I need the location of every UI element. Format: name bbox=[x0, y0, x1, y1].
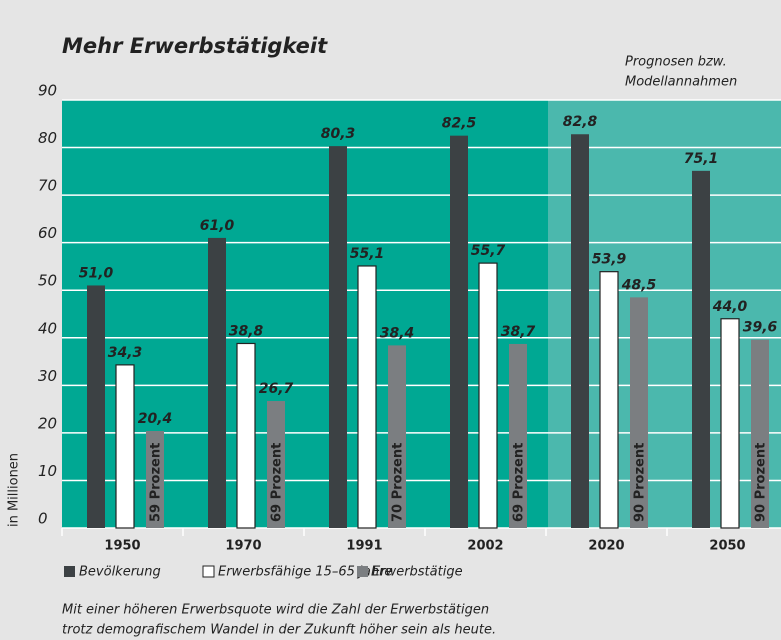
data-label: 55,7 bbox=[471, 243, 506, 259]
bar-annotation: 59 Prozent bbox=[149, 443, 164, 522]
y-tick-label: 40 bbox=[38, 319, 57, 337]
data-label: 51,0 bbox=[79, 265, 114, 281]
data-label: 44,0 bbox=[712, 299, 748, 315]
bar bbox=[599, 271, 619, 529]
y-tick-label: 30 bbox=[38, 367, 57, 385]
data-label: 20,4 bbox=[138, 411, 173, 427]
caption: Mit einer höheren Erwerbsquote wird die … bbox=[62, 603, 489, 618]
note: Prognosen bzw. bbox=[625, 55, 727, 70]
legend-label: Erwerbstätige bbox=[372, 565, 463, 580]
bar bbox=[720, 318, 740, 529]
note: Modellannahmen bbox=[625, 75, 737, 90]
y-tick-label: 20 bbox=[38, 414, 57, 432]
data-label: 75,1 bbox=[684, 151, 719, 167]
data-label: 38,7 bbox=[501, 324, 536, 340]
y-tick-label: 10 bbox=[38, 462, 57, 480]
bar-annotation: 69 Prozent bbox=[270, 443, 285, 522]
data-label: 55,1 bbox=[350, 246, 385, 262]
y-axis-label: in Millionen bbox=[7, 453, 22, 527]
chart-title: Mehr Erwerbstätigkeit bbox=[62, 34, 328, 58]
caption: trotz demografischem Wandel in der Zukun… bbox=[62, 623, 496, 638]
y-tick-label: 60 bbox=[38, 224, 57, 242]
data-label: 39,6 bbox=[743, 320, 778, 336]
bar bbox=[478, 262, 498, 529]
bar-annotation: 70 Prozent bbox=[391, 443, 406, 522]
legend-swatch bbox=[64, 566, 75, 577]
bar bbox=[357, 265, 377, 529]
bar bbox=[329, 146, 347, 528]
bar bbox=[450, 135, 468, 528]
x-tick-label: 1970 bbox=[225, 539, 261, 554]
y-tick-label: 90 bbox=[38, 82, 57, 100]
bar bbox=[236, 342, 256, 529]
legend-swatch bbox=[357, 566, 368, 577]
x-tick-label: 1950 bbox=[104, 539, 140, 554]
x-tick-label: 2050 bbox=[709, 539, 745, 554]
data-label: 82,5 bbox=[442, 116, 477, 132]
x-tick-label: 2002 bbox=[467, 539, 503, 554]
data-label: 38,8 bbox=[229, 323, 264, 339]
bar bbox=[509, 343, 527, 528]
x-tick-label: 2020 bbox=[588, 539, 624, 554]
data-label: 80,3 bbox=[321, 126, 356, 142]
data-label: 26,7 bbox=[259, 381, 294, 397]
legend-label: Bevölkerung bbox=[79, 565, 161, 580]
y-tick-label: 50 bbox=[38, 272, 57, 290]
bar-annotation: 90 Prozent bbox=[633, 443, 648, 522]
bar bbox=[146, 430, 164, 528]
bar bbox=[692, 170, 710, 528]
legend-swatch bbox=[202, 565, 215, 578]
bar-annotation: 90 Prozent bbox=[754, 443, 769, 522]
data-label: 82,8 bbox=[563, 114, 598, 130]
y-tick-label: 80 bbox=[38, 129, 57, 147]
bar bbox=[87, 285, 105, 528]
x-tick-label: 1991 bbox=[346, 539, 382, 554]
bar bbox=[630, 297, 648, 528]
data-label: 48,5 bbox=[621, 277, 657, 293]
bar bbox=[751, 339, 769, 528]
y-tick-label: 0 bbox=[38, 510, 48, 528]
data-label: 38,4 bbox=[380, 325, 415, 341]
bar bbox=[388, 345, 406, 528]
data-label: 34,3 bbox=[108, 345, 143, 361]
data-label: 53,9 bbox=[592, 252, 627, 268]
bar-annotation: 69 Prozent bbox=[512, 443, 527, 522]
bar bbox=[267, 401, 285, 528]
bar bbox=[208, 237, 226, 528]
legend-label: Erwerbsfähige 15–65 Jahre bbox=[218, 565, 392, 580]
data-label: 61,0 bbox=[200, 218, 235, 234]
bar bbox=[571, 134, 589, 529]
bar bbox=[115, 364, 135, 529]
y-tick-label: 70 bbox=[38, 177, 57, 195]
